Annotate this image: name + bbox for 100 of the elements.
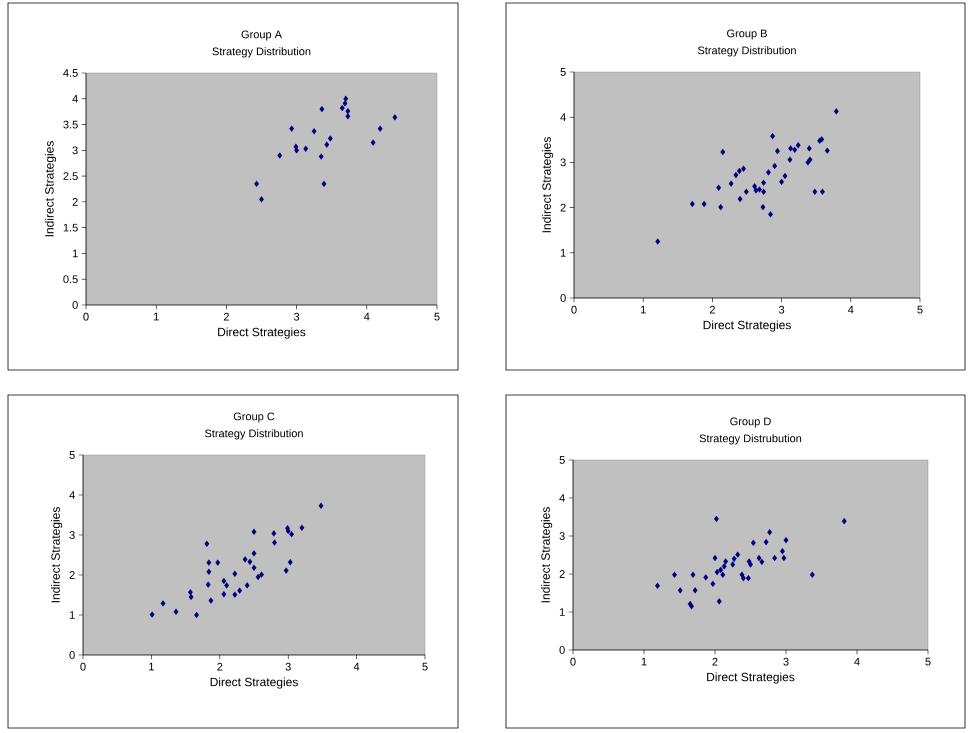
point <box>224 582 230 589</box>
point <box>768 211 773 218</box>
point <box>720 148 726 156</box>
point <box>221 578 226 584</box>
x-tick-label: 2 <box>224 312 229 320</box>
point <box>150 611 155 618</box>
point <box>244 582 250 589</box>
y-tick-label: 3 <box>72 146 78 154</box>
point <box>757 186 762 193</box>
point <box>342 100 348 107</box>
point <box>782 172 788 180</box>
x-tick-label: 4 <box>854 658 860 666</box>
point <box>259 196 264 203</box>
chart-title: Group A <box>242 30 282 40</box>
point <box>272 539 277 546</box>
point <box>232 591 238 598</box>
point <box>672 572 677 578</box>
y-tick-label: 0 <box>560 646 565 654</box>
y-tick-label: 5 <box>560 456 565 464</box>
x-tick-label: 3 <box>286 662 291 671</box>
y-tick-label: 3 <box>70 531 75 539</box>
point <box>741 166 746 172</box>
x-tick-label: 5 <box>434 312 440 320</box>
point <box>188 589 193 596</box>
point <box>732 556 737 562</box>
point <box>759 558 764 566</box>
point <box>744 188 749 195</box>
y-axis-title: Indirect Strategies <box>541 507 552 602</box>
point <box>761 180 766 186</box>
point <box>378 125 383 132</box>
point <box>842 518 847 524</box>
point <box>808 156 812 163</box>
point <box>733 172 738 178</box>
point <box>208 597 214 604</box>
point <box>770 132 776 140</box>
point <box>303 146 308 152</box>
y-tick-label: 0 <box>70 651 75 659</box>
point <box>254 180 260 188</box>
point <box>370 139 376 146</box>
point <box>284 567 289 574</box>
point <box>252 528 256 535</box>
point <box>194 612 199 618</box>
point <box>820 188 825 195</box>
point <box>252 550 256 557</box>
x-tick-label: 1 <box>642 658 647 666</box>
point <box>722 563 727 570</box>
point <box>221 590 226 598</box>
x-tick-label: 1 <box>149 662 154 670</box>
point <box>247 558 252 565</box>
point <box>750 540 756 546</box>
point <box>787 156 792 163</box>
point <box>242 556 248 563</box>
point <box>252 564 256 571</box>
y-tick-label: 3 <box>560 158 566 166</box>
y-tick-label: 1 <box>70 611 75 619</box>
point <box>655 582 660 589</box>
point <box>834 108 839 115</box>
point <box>689 603 694 610</box>
point <box>345 113 350 120</box>
point <box>716 184 722 191</box>
point <box>322 180 326 188</box>
point <box>288 558 293 566</box>
point <box>780 548 785 554</box>
point <box>289 530 294 538</box>
point <box>692 587 698 594</box>
point <box>324 141 330 148</box>
point <box>735 551 740 558</box>
point <box>392 114 398 121</box>
chart-title: Group D <box>730 418 771 428</box>
y-tick-label: 5 <box>560 68 566 76</box>
y-tick-label: 2 <box>560 204 566 212</box>
x-tick-label: 3 <box>294 312 300 321</box>
point <box>723 558 728 565</box>
point <box>767 528 772 536</box>
point <box>204 540 210 547</box>
point <box>294 147 300 154</box>
point <box>712 554 718 562</box>
x-tick-label: 0 <box>571 306 577 314</box>
point <box>206 568 212 575</box>
chart-subtitle: Strategy Distribution <box>698 46 796 56</box>
x-tick-label: 5 <box>917 306 923 314</box>
point <box>760 204 766 210</box>
point <box>655 238 660 245</box>
x-axis-title: Direct Strategies <box>707 672 794 684</box>
x-tick-label: 5 <box>422 662 428 670</box>
x-tick-label: 2 <box>710 306 715 314</box>
point <box>328 135 333 142</box>
point <box>215 559 220 566</box>
point <box>271 530 276 537</box>
x-tick-label: 0 <box>80 662 86 671</box>
x-tick-label: 0 <box>83 312 89 321</box>
y-tick-label: 2 <box>72 198 78 206</box>
point <box>702 200 707 208</box>
point <box>343 96 348 102</box>
point <box>792 146 798 153</box>
y-tick-label: 4.5 <box>63 69 78 77</box>
point <box>740 574 746 582</box>
point <box>772 162 778 170</box>
point <box>714 516 719 522</box>
chart-subtitle: Strategy Distrubution <box>700 434 802 444</box>
